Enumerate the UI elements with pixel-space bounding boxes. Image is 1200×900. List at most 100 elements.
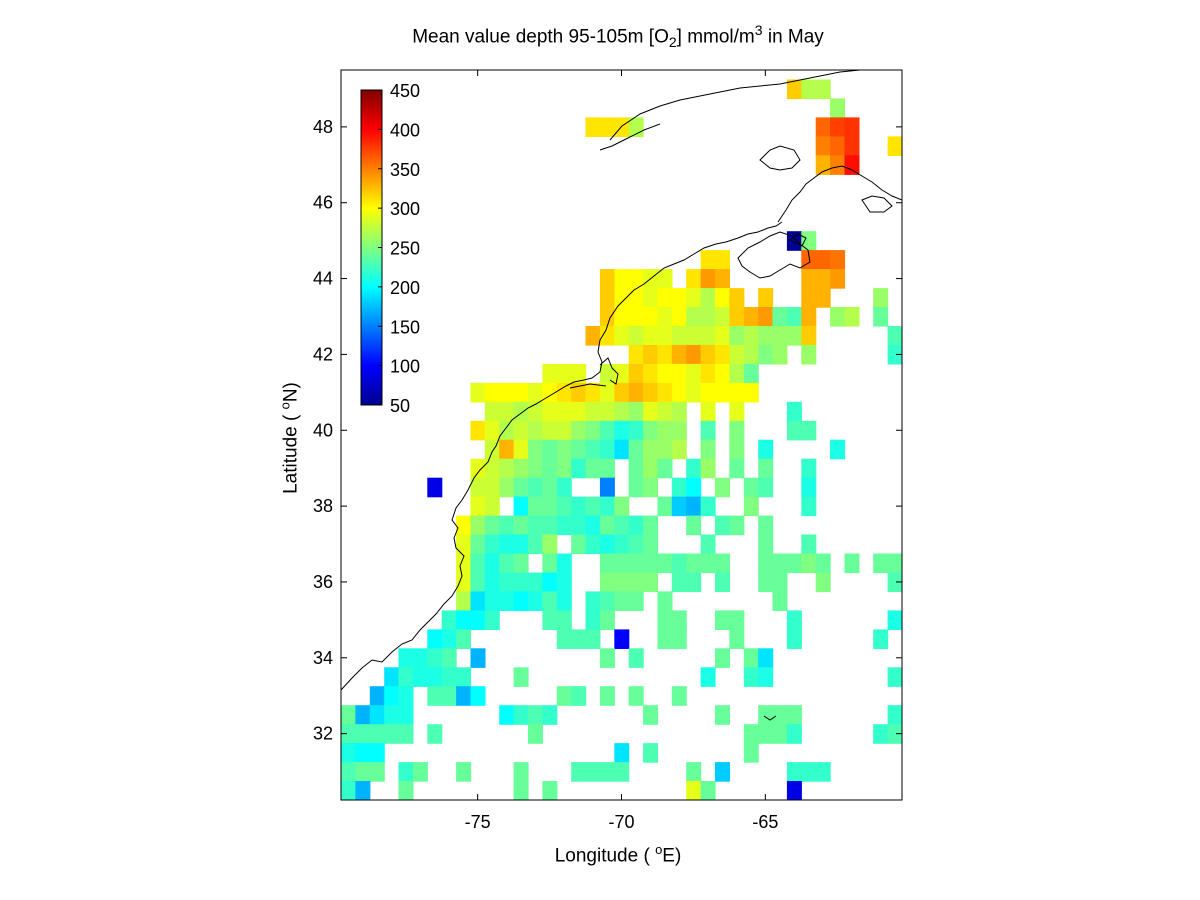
heatmap-cell bbox=[686, 344, 702, 365]
heatmap-cell bbox=[398, 686, 414, 706]
heatmap-cell bbox=[614, 439, 630, 460]
heatmap-cell bbox=[456, 553, 472, 574]
heatmap-cell bbox=[657, 629, 673, 649]
heatmap-cell bbox=[470, 686, 486, 706]
heatmap-cell bbox=[614, 326, 630, 346]
colorbar-tick-label: 400 bbox=[390, 120, 420, 140]
heatmap-cell bbox=[528, 572, 543, 593]
heatmap-cell bbox=[614, 401, 630, 422]
heatmap-cell bbox=[729, 344, 745, 365]
heatmap-cell bbox=[398, 667, 414, 687]
heatmap-cell bbox=[700, 781, 716, 800]
heatmap-cell bbox=[484, 382, 500, 403]
heatmap-cell bbox=[484, 553, 500, 574]
heatmap-cell bbox=[758, 553, 774, 574]
heatmap-cell bbox=[456, 762, 472, 782]
colorbar-tick-label: 450 bbox=[390, 81, 420, 101]
heatmap-cell bbox=[556, 553, 572, 574]
heatmap-cell bbox=[686, 572, 702, 593]
heatmap-cell bbox=[772, 344, 788, 365]
heatmap-cell bbox=[786, 705, 802, 725]
heatmap-cell bbox=[427, 686, 443, 706]
heatmap-cell bbox=[786, 610, 802, 630]
heatmap-cell bbox=[513, 496, 529, 517]
heatmap-cell bbox=[528, 515, 543, 536]
heatmap-cell bbox=[844, 307, 860, 327]
y-axis-label: Latitude ( oN) bbox=[277, 382, 302, 494]
heatmap-cell bbox=[772, 307, 788, 327]
heatmap-cell bbox=[801, 288, 817, 308]
y-tick-label: 44 bbox=[313, 269, 333, 289]
heatmap-cell bbox=[700, 667, 716, 687]
heatmap-cell bbox=[484, 534, 500, 555]
heatmap-cell bbox=[484, 610, 500, 630]
heatmap-cell bbox=[355, 724, 371, 744]
heatmap-cell bbox=[743, 477, 759, 498]
heatmap-cell bbox=[729, 515, 745, 536]
heatmap-cell bbox=[513, 591, 529, 611]
heatmap-cell bbox=[542, 781, 558, 800]
heatmap-cell bbox=[384, 686, 400, 706]
heatmap-cell bbox=[887, 705, 902, 725]
heatmap-cell bbox=[542, 401, 558, 422]
heatmap-cell bbox=[599, 591, 615, 611]
heatmap-cell bbox=[556, 591, 572, 611]
y-tick-label: 34 bbox=[313, 648, 333, 668]
heatmap-cell bbox=[542, 458, 558, 479]
heatmap-cell bbox=[700, 401, 716, 422]
heatmap-cell bbox=[599, 686, 615, 706]
x-axis: -75 -70 -65 bbox=[465, 70, 778, 832]
heatmap-cell bbox=[556, 496, 572, 517]
heatmap-cell bbox=[528, 401, 543, 422]
heatmap-cell bbox=[801, 326, 817, 346]
heatmap-cell bbox=[499, 705, 515, 725]
y-tick-label: 36 bbox=[313, 572, 333, 592]
heatmap-cell bbox=[686, 363, 702, 384]
heatmap-cell bbox=[427, 629, 443, 649]
heatmap-cell bbox=[513, 515, 529, 536]
heatmap-cell bbox=[830, 250, 846, 270]
heatmap-cell bbox=[643, 553, 659, 574]
heatmap-cell bbox=[657, 591, 673, 611]
heatmap-cell bbox=[470, 648, 486, 668]
heatmap-cell bbox=[499, 420, 515, 441]
heatmap-cell bbox=[657, 420, 673, 441]
heatmap-cell bbox=[844, 136, 860, 156]
heatmap-cell bbox=[441, 686, 457, 706]
heatmap-cell bbox=[484, 496, 500, 517]
heatmap-cell bbox=[801, 344, 817, 365]
heatmap-cell bbox=[758, 705, 774, 725]
heatmap-cell bbox=[657, 496, 673, 517]
heatmap-cell bbox=[484, 420, 500, 441]
heatmap-cell bbox=[729, 288, 745, 308]
heatmap-cell bbox=[542, 705, 558, 725]
heatmap-cell bbox=[686, 326, 702, 346]
heatmap-cell bbox=[786, 79, 802, 100]
heatmap-cell bbox=[758, 288, 774, 308]
heatmap-cell bbox=[715, 269, 730, 289]
heatmap-cell bbox=[715, 307, 730, 327]
heatmap-cell bbox=[671, 344, 687, 365]
heatmap-cell bbox=[470, 458, 486, 479]
heatmap-cell bbox=[556, 477, 572, 498]
heatmap-cell bbox=[657, 382, 673, 403]
heatmap-cell bbox=[887, 326, 902, 346]
heatmap-cell bbox=[657, 401, 673, 422]
heatmap-cell bbox=[628, 288, 644, 308]
heatmap-cell bbox=[643, 705, 659, 725]
heatmap-cell bbox=[556, 515, 572, 536]
heatmap-cell bbox=[369, 724, 385, 744]
heatmap-cell bbox=[686, 458, 702, 479]
heatmap-cell bbox=[470, 382, 486, 403]
heatmap-cell bbox=[830, 155, 846, 175]
heatmap-cell bbox=[513, 762, 529, 782]
heatmap-cell bbox=[542, 439, 558, 460]
heatmap-cell bbox=[772, 705, 788, 725]
heatmap-cell bbox=[571, 420, 587, 441]
heatmap-cell bbox=[844, 155, 860, 175]
heatmap-cell bbox=[643, 363, 659, 384]
heatmap-cell bbox=[715, 382, 730, 403]
heatmap-cell bbox=[628, 326, 644, 346]
heatmap-cell bbox=[815, 762, 831, 782]
heatmap-cell bbox=[628, 648, 644, 668]
